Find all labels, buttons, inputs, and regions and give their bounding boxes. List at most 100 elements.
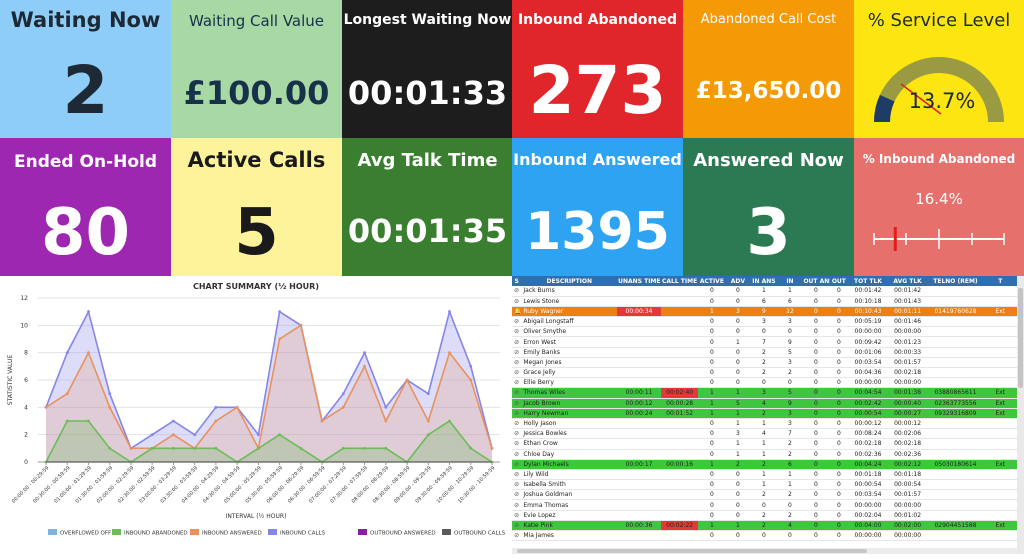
table-cell: 00:00:54 [848,479,888,491]
table-cell: 4 [750,428,778,440]
column-header[interactable]: TOT TLK [848,276,888,286]
data-point [299,446,303,450]
column-header[interactable]: AVG TLK [887,276,928,286]
table-row[interactable]: ⊘ Jessica Bowles 0 3 4 7 0 0 00:08:24 00:02:06 [512,428,1017,440]
table-cell [983,499,1017,511]
table-cell: 00:01:57 [887,357,928,369]
table-cell: 0 [802,510,830,521]
table-cell [617,428,661,440]
data-point [87,351,90,355]
x-tick-label: 07:30:00 - 07:59:59 [329,465,369,505]
table-cell: 00:05:19 [848,316,888,328]
data-point [108,392,112,396]
table-row[interactable]: ⊘ Emma Thomas 0 0 0 0 0 0 00:00:00 00:00:00 [512,499,1017,511]
table-cell: 0 [802,347,830,358]
table-row[interactable]: ⊘ Isabella Smith 0 0 1 1 0 0 00:00:54 00:00:54 [512,479,1017,491]
table-cell: 1 [725,438,751,450]
table-row[interactable]: 🔔 Ruby Wagner 00:00:34 1 3 9 12 0 0 00:10:43 00:01… [512,306,1017,318]
table-cell: 1 [777,479,803,491]
table-cell: 00:04:00 [848,520,888,532]
table-row[interactable]: ⊘ Dylan Michaels 00:00:17 00:00:16 1 2 2 6 0 0 00:… [512,459,1017,470]
table-row[interactable]: ⊘ Ethan Crow 0 1 1 2 0 0 00:02:18 00:02:18 [512,438,1017,450]
table-row[interactable]: ⊘ Joshua Goldman 0 0 2 2 0 0 00:03:54 00:01:57 [512,489,1017,501]
scroll-thumb[interactable] [1018,288,1023,388]
data-point [278,337,281,341]
table-cell: 2 [750,408,778,419]
table-cell: 1 [777,469,803,481]
x-tick-label: 09:30:00 - 09:59:59 [414,465,454,505]
table-row[interactable]: ⊘ Mia James 0 0 0 0 0 0 00:00:00 00:00:00 [512,530,1017,542]
table-cell: 9 [750,306,778,318]
table-cell: 00:00:27 [887,408,928,419]
column-header[interactable]: UNANS TIME [617,276,661,286]
table-cell [617,479,661,491]
vertical-scrollbar[interactable] [1017,276,1024,554]
column-header[interactable]: ACTIVE [698,276,726,286]
table-cell: 6 [750,296,778,307]
table-row[interactable]: ⊘ Megan Jones 0 0 2 3 0 0 00:03:54 00:01:57 [512,357,1017,369]
paperclip-icon: ⊘ [512,398,522,409]
column-header[interactable]: ADV [725,276,751,286]
column-header[interactable]: S [512,276,522,286]
table-cell [983,367,1017,379]
table-cell: 2 [750,510,778,521]
table-row[interactable]: ⊘ Katie Pink 00:00:36 00:02:22 1 1 2 4 0 0 00:04:0… [512,520,1017,532]
table-cell: 0 [698,418,726,430]
agent-name: Evie Lopez [521,510,618,521]
table-row[interactable]: ⊘ Emily Banks 0 0 2 5 0 0 00:01:06 00:00:33 [512,347,1017,358]
table-row[interactable]: ⊘ Jack Burns 0 0 1 1 0 0 00:01:42 00:01:42 [512,286,1017,297]
data-point [320,419,324,423]
table-cell: 6 [777,459,803,470]
table-cell: 0 [698,377,726,389]
table-cell [660,306,699,318]
table-row[interactable]: ⊘ Erron West 0 1 7 9 0 0 00:09:42 00:01:23 [512,336,1017,348]
table-row[interactable]: ⊘ Ellie Berry 0 0 0 0 0 0 00:00:00 00:00:00 [512,377,1017,389]
data-point [448,310,451,314]
table-cell: 05030180614 [927,459,984,470]
table-cell [983,357,1017,369]
table-cell: 0 [725,286,751,297]
column-header[interactable]: OUT ANS [802,276,830,286]
horizontal-scrollbar[interactable] [512,548,1017,554]
table-cell: 0 [777,326,803,338]
column-header[interactable]: DESCRIPTION [521,276,618,286]
table-cell [983,449,1017,460]
table-cell [983,286,1017,297]
table-cell: 0 [829,530,849,542]
table-cell: 00:00:00 [848,377,888,389]
column-header[interactable]: T [983,276,1017,286]
table-row[interactable]: ⊘ Jacob Brown 00:00:12 00:00:28 1 5 4 9 0 0 00:02:… [512,398,1017,409]
data-point [363,351,366,355]
paperclip-icon: ⊘ [512,479,522,491]
hscroll-thumb[interactable] [517,549,867,553]
data-point [257,433,260,437]
table-row[interactable]: ⊘ Evie Lopez 0 0 2 2 0 0 00:02:04 00:01:02 [512,510,1017,521]
table-cell: 7 [777,428,803,440]
table-cell: 00:02:36 [887,449,928,460]
table-row[interactable]: ⊘ Thomas Wiles 00:00:11 00:02:40 1 1 3 5 0 0 00:04… [512,387,1017,399]
x-tick-label: 10:30:00 - 10:59:59 [457,465,497,505]
table-row[interactable]: ⊘ Harry Newman 00:00:24 00:01:52 1 1 2 3 0 0 00:00… [512,408,1017,419]
table-row[interactable]: ⊘ Holly Jason 0 1 1 3 0 0 00:00:12 00:00:12 [512,418,1017,430]
table-cell: 2 [777,449,803,460]
column-header[interactable]: OUT [829,276,849,286]
table-cell [660,479,699,491]
table-row[interactable]: ⊘ Lewis Stone 0 0 6 6 0 0 00:10:18 00:01:43 [512,296,1017,307]
table-cell: 0 [802,398,830,409]
table-row[interactable]: ⊘ Lily Wild 0 0 1 1 0 0 00:01:18 00:01:18 [512,469,1017,481]
table-cell [983,479,1017,491]
column-header[interactable]: TELNO (REM) [927,276,984,286]
table-row[interactable]: ⊘ Abigail Longstaff 0 0 3 3 0 0 00:05:19 00:01:46 [512,316,1017,328]
column-header[interactable]: CALL TIME [660,276,699,286]
column-header[interactable]: IN ANS [750,276,778,286]
bell-icon: 🔔 [512,306,522,318]
table-row[interactable]: ⊘ Oliver Smythe 0 0 0 0 0 0 00:00:00 00:00:00 [512,326,1017,338]
service-level-gauge: 13.7% [873,57,1004,123]
table-cell: 0 [829,286,849,297]
table-row[interactable]: ⊘ Chloe Day 0 1 1 2 0 0 00:02:36 00:02:36 [512,449,1017,460]
table-body: ⊘ Jack Burns 0 0 1 1 0 0 00:01:42 00:01:42 ⊘ Lewis … [512,286,1017,542]
paperclip-icon: ⊘ [512,520,522,532]
column-header[interactable]: IN [777,276,803,286]
table-cell: 00:00:24 [617,408,661,419]
table-row[interactable]: ⊘ Grace Jelly 0 0 2 2 0 0 00:04:36 00:02:18 [512,367,1017,379]
